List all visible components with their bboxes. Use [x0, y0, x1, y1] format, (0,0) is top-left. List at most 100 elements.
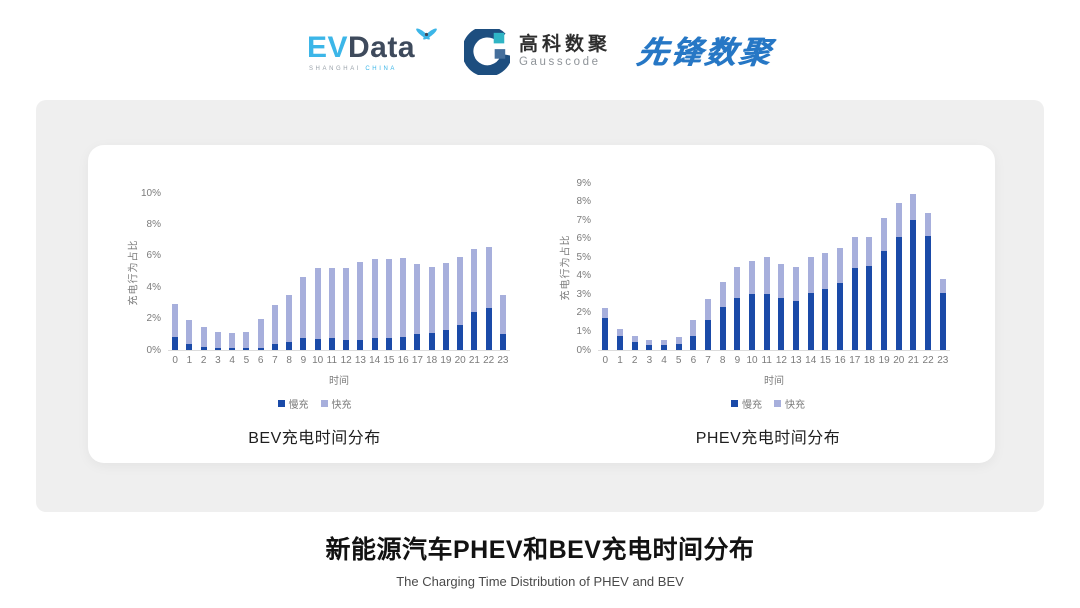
bar-segment-慢充 — [690, 336, 697, 350]
bar-segment-慢充 — [661, 345, 668, 350]
bar-segment-快充 — [186, 320, 193, 344]
bar-segment-快充 — [343, 267, 350, 340]
bar-slot — [296, 193, 310, 350]
bar-slot — [671, 183, 686, 350]
bar-segment-慢充 — [807, 292, 814, 350]
y-tick-label: 1% — [576, 325, 591, 337]
bar-segment-慢充 — [186, 343, 193, 350]
bar-segment-快充 — [357, 262, 364, 340]
x-tick-label: 14 — [805, 355, 817, 366]
x-tick-label: 2 — [200, 355, 207, 366]
x-axis-ticks: 0 1 2 3 4 5 6 7 8 9 10 11 12 13 14 15 16 17 18 19 20 21 22 23 — [168, 355, 510, 367]
bar-segment-快充 — [243, 331, 250, 349]
bar-segment-慢充 — [499, 334, 506, 350]
stacked-bar-hour-21 — [910, 194, 917, 350]
bar-segment-慢充 — [300, 338, 307, 350]
stacked-bar-hour-4 — [229, 332, 236, 350]
y-tick-label: 4% — [576, 270, 591, 282]
stacked-bar-hour-7 — [705, 299, 712, 350]
bar-segment-慢充 — [675, 344, 682, 350]
legend-label: 慢充 — [742, 400, 762, 411]
y-tick-label: 5% — [576, 251, 591, 263]
x-tick-label: 8 — [719, 355, 726, 366]
bar-segment-慢充 — [428, 332, 435, 350]
stacked-bar-hour-17 — [851, 236, 858, 350]
bar-slot — [803, 183, 818, 350]
x-tick-label: 19 — [440, 355, 452, 366]
bars-area — [598, 183, 950, 350]
bar-segment-慢充 — [271, 343, 278, 350]
bar-slot — [311, 193, 325, 350]
footer: 新能源汽车PHEV和BEV充电时间分布 The Charging Time Di… — [0, 530, 1080, 589]
stacked-bar-hour-3 — [214, 331, 221, 350]
bar-segment-快充 — [471, 248, 478, 313]
evdata-china-text: CHINA — [365, 65, 398, 72]
x-tick-label: 17 — [411, 355, 423, 366]
bar-slot — [657, 183, 672, 350]
chart-legend: 慢充 快充 — [541, 396, 995, 411]
stacked-bar-hour-16 — [400, 258, 407, 350]
bar-slot — [891, 183, 906, 350]
bar-segment-快充 — [271, 305, 278, 344]
bar-segment-慢充 — [328, 338, 335, 350]
x-tick-label: 9 — [300, 355, 307, 366]
bar-segment-快充 — [822, 252, 829, 289]
bar-slot — [935, 183, 950, 350]
stacked-bar-hour-6 — [690, 320, 697, 350]
bar-segment-快充 — [690, 320, 697, 337]
bar-segment-慢充 — [471, 312, 478, 350]
stacked-bar-hour-18 — [428, 266, 435, 350]
x-tick-label: 18 — [426, 355, 438, 366]
bar-segment-快充 — [485, 247, 492, 308]
x-tick-label: 21 — [907, 355, 919, 366]
bar-segment-快充 — [300, 277, 307, 339]
legend-label: 快充 — [785, 400, 805, 411]
bar-segment-快充 — [763, 257, 770, 295]
bar-segment-慢充 — [837, 283, 844, 350]
stacked-bar-hour-17 — [414, 264, 421, 350]
evdata-wordmark: EV Data — [307, 27, 438, 64]
bar-slot — [745, 183, 760, 350]
x-tick-label: 10 — [312, 355, 324, 366]
bar-segment-慢充 — [705, 320, 712, 350]
plot-area: 0% 1% 2% 3% 4% 5% 6% 7% 8% 9% — [577, 178, 950, 356]
bar-segment-慢充 — [749, 294, 756, 350]
x-tick-label: 6 — [690, 355, 697, 366]
stacked-bar-hour-13 — [793, 266, 800, 350]
bar-segment-快充 — [172, 304, 179, 338]
bar-slot — [598, 183, 613, 350]
gausscode-en-text: Gausscode — [519, 56, 601, 69]
bar-segment-快充 — [910, 194, 917, 221]
bar-segment-慢充 — [385, 338, 392, 350]
bar-segment-快充 — [793, 266, 800, 301]
bar-segment-快充 — [286, 295, 293, 343]
bar-segment-快充 — [661, 339, 668, 346]
x-axis-title: 时间 — [329, 376, 349, 387]
gausscode-g-icon — [464, 29, 511, 75]
bar-slot — [818, 183, 833, 350]
y-axis-title: 充电行为占比 — [128, 239, 140, 306]
legend-swatch — [320, 400, 328, 407]
legend-swatch — [774, 400, 781, 407]
bar-segment-快充 — [200, 326, 207, 347]
stacked-bar-hour-9 — [300, 277, 307, 350]
bar-segment-慢充 — [910, 220, 917, 350]
evdata-data-text: Data — [347, 30, 416, 64]
y-tick-label: 0% — [146, 344, 161, 356]
x-tick-label: 22 — [922, 355, 934, 366]
bar-slot — [239, 193, 253, 350]
bar-segment-慢充 — [414, 334, 421, 350]
bar-segment-快充 — [925, 212, 932, 236]
stacked-bar-hour-12 — [343, 267, 350, 350]
bar-slot — [627, 183, 642, 350]
bars-area — [168, 193, 510, 350]
stacked-bar-hour-1 — [617, 328, 623, 350]
x-tick-label: 15 — [383, 355, 395, 366]
bar-segment-慢充 — [485, 307, 492, 350]
main-subtitle: The Charging Time Distribution of PHEV a… — [396, 574, 684, 589]
bar-segment-快充 — [646, 339, 653, 346]
chart-legend: 慢充 快充 — [88, 396, 541, 411]
x-tick-label: 17 — [849, 355, 861, 366]
bar-slot — [368, 193, 382, 350]
